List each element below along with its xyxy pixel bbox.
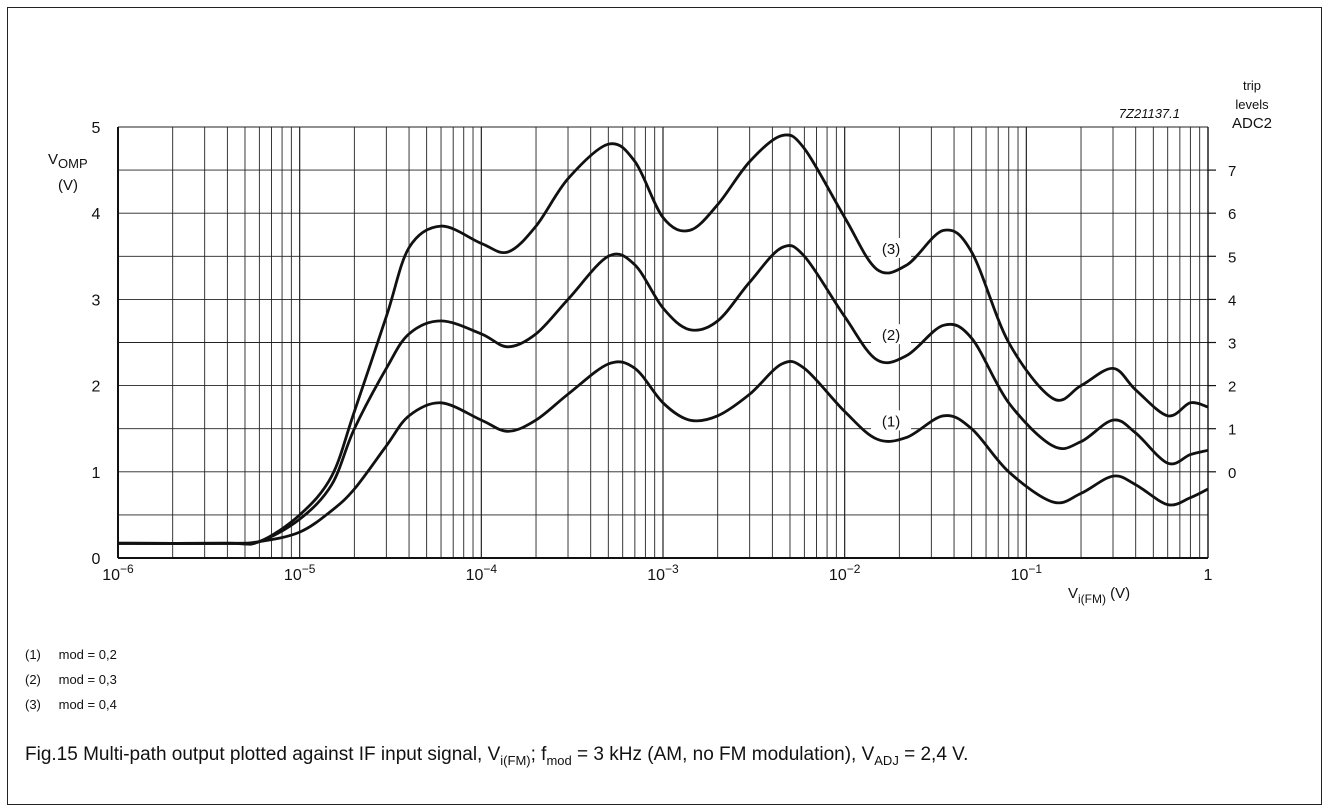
trip-level-label: 3	[1228, 336, 1236, 353]
trip-level-label: 6	[1228, 206, 1236, 223]
caption-part: Fig.15 Multi-path output plotted against…	[25, 744, 501, 765]
trip-level-label: 0	[1228, 465, 1236, 482]
y-tick-label: 2	[92, 379, 101, 396]
series-label-bg	[871, 410, 912, 431]
y-tick-label: 0	[92, 551, 101, 568]
legend-text: mod = 0,3	[58, 672, 117, 687]
caption-part: ; f	[530, 744, 547, 765]
y-axis-unit: (V)	[58, 177, 78, 194]
legend-number: (2)	[25, 672, 41, 687]
y-tick-label: 1	[92, 465, 101, 482]
legend-item-3: (3) mod = 0,4	[25, 697, 117, 712]
x-tick-label: 10−4	[466, 562, 498, 584]
series-label-bg	[871, 237, 912, 258]
series-line-3	[117, 133, 1209, 546]
trip-level-label: 4	[1228, 292, 1236, 309]
y-tick-label: 5	[92, 120, 101, 137]
figure-frame	[7, 7, 1322, 805]
trip-level-label: 1	[1228, 422, 1236, 439]
x-tick-label: 1	[1204, 567, 1213, 584]
legend-text: mod = 0,2	[58, 647, 117, 662]
multipath-output-chart: 0 1 2 3 4 5 10−6 10−5 10−4 10−3 10−2 10−1 1 VOMP (V) Vi…	[48, 78, 1272, 606]
caption-subscript: i(FM)	[500, 752, 531, 768]
x-tick-label: 10−3	[647, 562, 679, 584]
caption-part: = 3 kHz (AM, no FM modulation), V	[571, 744, 875, 765]
series-line-1	[117, 360, 1209, 545]
x-tick-label: 10−2	[829, 562, 861, 584]
series-label-bg	[871, 324, 912, 345]
legend-item-2: (2) mod = 0,3	[25, 672, 117, 687]
figure-caption: Fig.15 Multi-path output plotted against…	[25, 744, 968, 768]
caption-subscript: mod	[546, 752, 572, 768]
legend-item-1: (1) mod = 0,2	[25, 647, 117, 662]
x-tick-label: 10−1	[1011, 562, 1043, 584]
right-axis-title: levels	[1235, 97, 1269, 112]
y-tick-label: 4	[92, 206, 101, 223]
x-axis-label: Vi(FM) (V)	[1068, 585, 1130, 606]
y-tick-label: 3	[92, 292, 101, 309]
series-line-2	[117, 244, 1209, 546]
right-axis-title: ADC2	[1232, 115, 1272, 132]
legend-text: mod = 0,4	[58, 697, 117, 712]
y-axis-label: VOMP	[48, 151, 88, 171]
trip-level-label: 7	[1228, 163, 1236, 180]
right-axis-title: trip	[1243, 78, 1261, 93]
caption-subscript: ADJ	[874, 752, 899, 768]
legend-number: (1)	[25, 647, 41, 662]
x-tick-label: 10−5	[284, 562, 316, 584]
series-label-1: (1)	[882, 413, 900, 430]
series-label-3: (3)	[882, 241, 900, 258]
trip-level-label: 5	[1228, 249, 1236, 266]
grid-lines	[117, 126, 1208, 558]
series-label-2: (2)	[882, 327, 900, 344]
trip-level-label: 2	[1228, 379, 1236, 396]
figure-code: 7Z21137.1	[1119, 106, 1180, 121]
legend-number: (3)	[25, 697, 41, 712]
caption-part: = 2,4 V.	[898, 744, 969, 765]
x-tick-label: 10−6	[102, 562, 134, 584]
